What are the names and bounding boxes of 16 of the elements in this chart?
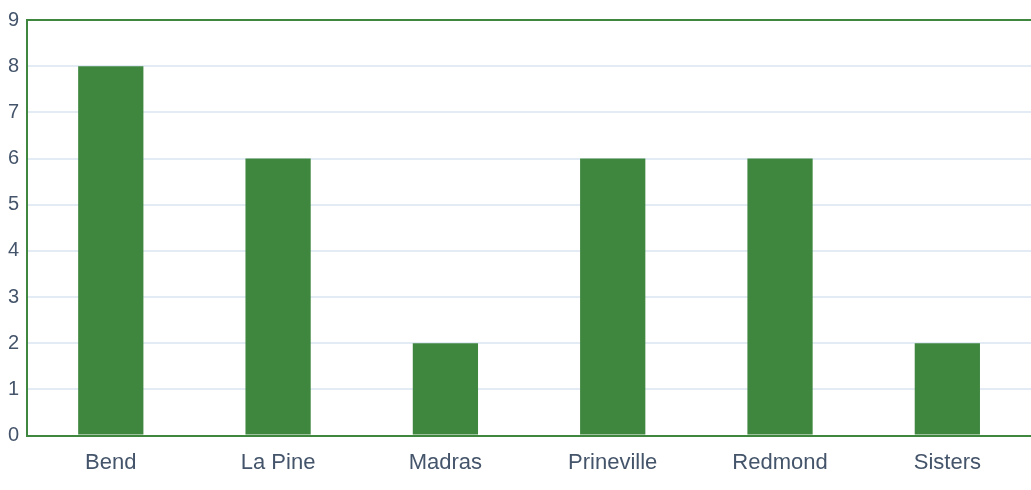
y-tick-label: 6 — [8, 146, 20, 169]
y-tick-label: 5 — [8, 192, 20, 215]
y-tick-label: 4 — [8, 238, 20, 261]
x-tick-label: Bend — [85, 448, 137, 474]
y-tick-label: 8 — [8, 53, 20, 76]
y-tick-label: 7 — [8, 99, 20, 122]
y-tick-label: 3 — [8, 284, 20, 307]
x-tick-label: Sisters — [913, 448, 981, 474]
x-tick-label: Prineville — [568, 448, 658, 474]
x-tick-label: Madras — [408, 448, 483, 474]
y-tick-label: 0 — [8, 423, 20, 446]
y-tick-label: 2 — [8, 330, 20, 353]
y-tick-label: 1 — [8, 376, 20, 399]
x-tick-label: La Pine — [240, 448, 316, 474]
x-tick-label: Redmond — [732, 448, 828, 474]
y-tick-label: 9 — [8, 7, 20, 30]
